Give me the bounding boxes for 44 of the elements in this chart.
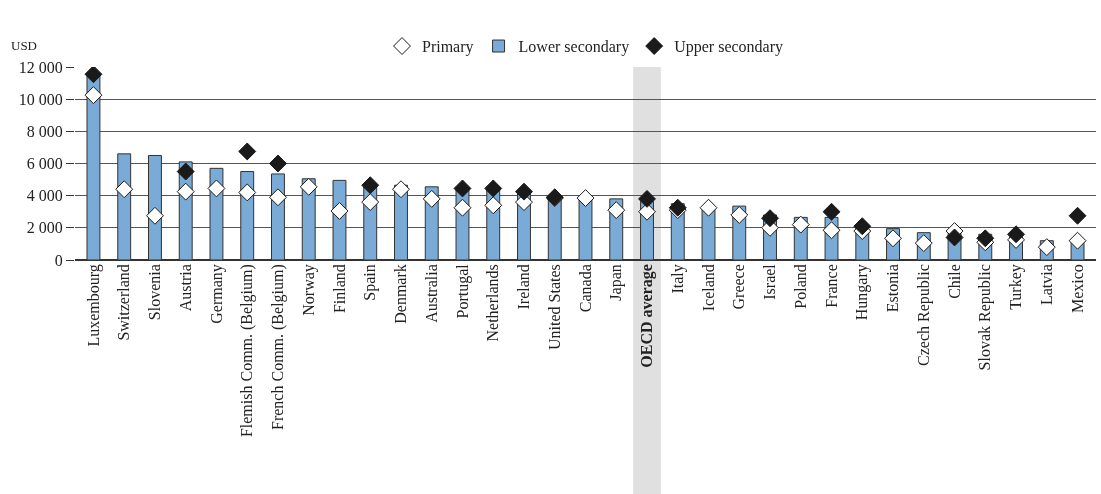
x-tick-label: Switzerland	[115, 264, 133, 341]
legend-label: Upper secondary	[674, 38, 784, 57]
x-tick-label: Chile	[945, 264, 963, 299]
x-tick-label: France	[822, 264, 840, 308]
x-tick-label: Austria	[176, 264, 194, 312]
x-tick-label: Turkey	[1007, 264, 1026, 310]
y-tick-label: 10 000	[18, 90, 63, 108]
x-tick-label: Czech Republic	[914, 264, 933, 366]
x-tick-label: Portugal	[453, 263, 472, 319]
x-tick-label: Slovenia	[146, 264, 164, 321]
x-tick-label: Germany	[207, 264, 226, 324]
y-tick-label: 4 000	[26, 187, 63, 205]
y-tick-label: 0	[54, 251, 63, 269]
x-tick-label: Slovak Republic	[976, 264, 995, 371]
x-tick-label: French Comm. (Belgium)	[269, 264, 288, 430]
legend-label: Primary	[422, 38, 474, 57]
x-tick-label: Latvia	[1038, 264, 1055, 306]
x-tick-label: Denmark	[392, 264, 410, 324]
y-tick-label: 8 000	[26, 122, 63, 140]
y-tick-label: 6 000	[26, 155, 63, 173]
x-tick-label: Finland	[330, 264, 348, 314]
x-tick-label: Iceland	[699, 264, 717, 312]
x-tick-label: Ireland	[515, 264, 533, 310]
x-tick-label: Canada	[576, 264, 594, 313]
y-axis-title: USD	[11, 38, 38, 53]
x-tick-label: Netherlands	[484, 264, 502, 342]
x-tick-label: Japan	[607, 264, 626, 301]
x-tick-label: Italy	[668, 264, 687, 294]
y-tick-label: 2 000	[26, 219, 63, 237]
x-tick-label: Mexico	[1068, 264, 1086, 314]
x-tick-label: Israel	[761, 263, 779, 300]
x-tick-label: Estonia	[884, 264, 902, 313]
x-tick-label: United States	[545, 264, 563, 350]
x-tick-label: Norway	[299, 264, 318, 316]
x-tick-label: Greece	[730, 264, 748, 310]
y-tick-label: 12 000	[18, 58, 63, 76]
legend-label: Lower secondary	[518, 38, 630, 57]
x-tick-label: Hungary	[853, 264, 872, 321]
x-tick-label: Australia	[422, 264, 440, 323]
x-tick-label: Luxembourg	[84, 264, 103, 347]
x-tick-label: Flemish Comm. (Belgium)	[238, 264, 257, 438]
x-tick-label: OECD average	[638, 264, 657, 368]
x-tick-label: Poland	[791, 264, 809, 309]
x-tick-label: Spain	[361, 264, 380, 301]
